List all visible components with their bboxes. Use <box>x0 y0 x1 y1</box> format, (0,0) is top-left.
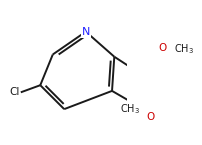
Text: CH$_3$: CH$_3$ <box>120 102 140 116</box>
Text: O: O <box>158 43 167 53</box>
Text: N: N <box>82 27 90 37</box>
Text: Cl: Cl <box>9 87 19 97</box>
Text: O: O <box>146 112 155 122</box>
Text: CH$_3$: CH$_3$ <box>174 42 194 56</box>
